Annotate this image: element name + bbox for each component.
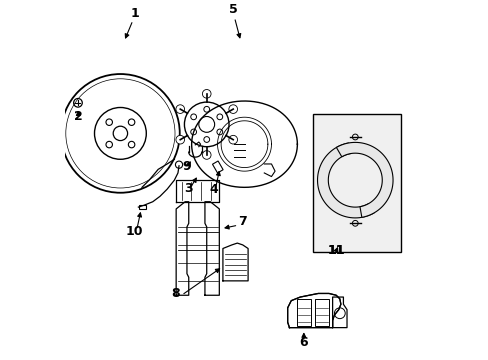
Bar bbox=[139, 204, 145, 209]
Text: 2: 2 bbox=[74, 110, 82, 123]
Text: 11: 11 bbox=[327, 244, 344, 257]
Text: 7: 7 bbox=[238, 215, 246, 228]
Bar bbox=[312, 114, 400, 252]
Bar bbox=[212, 161, 223, 173]
Text: 4: 4 bbox=[209, 183, 218, 196]
Circle shape bbox=[176, 135, 184, 144]
Polygon shape bbox=[287, 293, 340, 328]
Text: 6: 6 bbox=[299, 336, 307, 349]
Text: 1: 1 bbox=[130, 7, 139, 20]
Text: 10: 10 bbox=[126, 225, 143, 238]
Circle shape bbox=[202, 150, 211, 159]
Bar bbox=[296, 299, 310, 326]
Bar bbox=[314, 299, 328, 326]
Text: 8: 8 bbox=[171, 287, 180, 300]
Circle shape bbox=[176, 105, 184, 113]
Text: 9: 9 bbox=[182, 160, 190, 173]
Polygon shape bbox=[332, 297, 346, 328]
Circle shape bbox=[202, 90, 211, 98]
Text: 3: 3 bbox=[184, 182, 193, 195]
Polygon shape bbox=[317, 143, 373, 218]
Text: 11: 11 bbox=[327, 244, 344, 257]
Polygon shape bbox=[336, 143, 392, 217]
Circle shape bbox=[228, 135, 237, 144]
Text: 5: 5 bbox=[229, 3, 238, 16]
Circle shape bbox=[228, 105, 237, 113]
